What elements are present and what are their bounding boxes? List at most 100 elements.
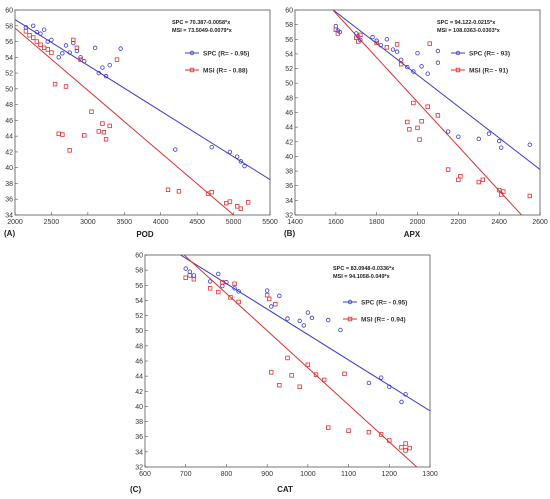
y-tick-label: 38 xyxy=(135,419,143,426)
data-point-circle xyxy=(31,23,36,28)
data-point-circle xyxy=(41,27,47,32)
data-point-square xyxy=(445,167,451,172)
data-point-square xyxy=(342,371,347,377)
data-point-square xyxy=(27,33,32,38)
data-point-circle xyxy=(235,154,240,159)
plot-frame xyxy=(14,9,271,216)
data-point-circle xyxy=(527,142,532,147)
data-point-square xyxy=(458,173,463,179)
data-point-square xyxy=(209,189,214,195)
data-point-circle xyxy=(384,37,390,42)
x-tick-label: 1400 xyxy=(287,219,303,226)
y-tick-label: 42 xyxy=(285,139,293,146)
y-tick-label: 46 xyxy=(5,118,13,125)
data-point-circle xyxy=(242,163,247,169)
data-point-square xyxy=(78,57,83,62)
data-point-circle xyxy=(269,304,274,309)
data-point-circle xyxy=(264,288,270,293)
data-point-circle xyxy=(209,144,214,150)
y-tick-label: 60 xyxy=(285,8,293,15)
x-tick-label: 4500 xyxy=(189,219,205,226)
y-tick-label: 56 xyxy=(135,283,143,290)
x-tick-label: 600 xyxy=(139,471,151,478)
data-point-circle xyxy=(419,64,424,69)
data-point-circle xyxy=(354,31,359,36)
data-point-circle xyxy=(486,131,492,136)
data-point-square xyxy=(289,373,294,378)
data-point-square xyxy=(496,187,502,193)
data-point-square xyxy=(476,179,481,185)
data-point-circle xyxy=(435,60,441,65)
data-point-square xyxy=(335,31,341,36)
y-tick-label: 48 xyxy=(285,95,293,102)
data-point-square xyxy=(238,206,244,211)
data-point-square xyxy=(407,445,412,451)
legend-entry: MSI (R= - 0.88) xyxy=(185,68,248,75)
data-point-circle xyxy=(398,57,404,62)
y-tick-label: 50 xyxy=(135,328,143,335)
x-tick-label: 700 xyxy=(180,471,192,478)
legend-label: SPC (R= - 0.95) xyxy=(203,51,249,58)
y-tick-label: 48 xyxy=(5,102,13,109)
data-point-square xyxy=(34,39,40,44)
legend-entry: SPC (R= - 0.95) xyxy=(185,51,249,58)
y-tick-label: 58 xyxy=(5,23,13,30)
x-tick-label: 4000 xyxy=(153,219,169,226)
fit-line-square xyxy=(15,27,235,215)
legend-marker-circle xyxy=(189,50,195,56)
data-point-circle xyxy=(326,317,331,323)
plot-frame xyxy=(294,9,541,216)
data-point-circle xyxy=(63,43,69,48)
panel-c: 32 34 36 38 40 42 44 46 48 50 52 54 56 58 60 600 700 800 9… xyxy=(130,253,438,495)
data-point-square xyxy=(45,47,50,52)
data-point-square xyxy=(501,189,506,194)
data-point-circle xyxy=(103,74,109,79)
data-point-circle xyxy=(476,136,481,142)
data-point-circle xyxy=(207,279,213,284)
data-point-circle xyxy=(100,65,105,70)
data-point-square xyxy=(326,425,331,430)
data-point-square xyxy=(103,137,109,142)
y-tick-label: 56 xyxy=(5,39,13,46)
y-tick-label: 42 xyxy=(5,149,13,156)
data-point-square xyxy=(96,129,101,134)
data-point-square xyxy=(435,113,441,118)
data-point-square xyxy=(207,286,213,291)
data-point-square xyxy=(216,289,221,295)
data-point-circle xyxy=(224,280,229,285)
data-point-square xyxy=(31,35,36,40)
data-point-square xyxy=(273,302,278,307)
data-point-square xyxy=(425,104,430,109)
panel-label: (A) xyxy=(4,229,15,238)
data-point-square xyxy=(100,121,105,126)
fit-line-square xyxy=(183,255,418,467)
data-point-square xyxy=(183,275,188,280)
x-tick-label: 2400 xyxy=(491,219,507,226)
data-point-circle xyxy=(118,46,123,51)
legend-label: MSI (R= - 0.94) xyxy=(361,317,406,324)
data-point-circle xyxy=(74,48,80,54)
data-point-circle xyxy=(496,138,502,144)
y-tick-label: 44 xyxy=(285,125,293,132)
x-tick-label: 900 xyxy=(261,471,273,478)
data-point-circle xyxy=(370,34,375,40)
data-point-square xyxy=(63,84,69,89)
y-tick-label: 40 xyxy=(135,404,143,411)
data-point-square xyxy=(187,273,192,278)
x-tick-label: 1600 xyxy=(328,219,344,226)
fit-line-circle xyxy=(15,19,270,181)
legend-marker-square xyxy=(189,67,195,73)
y-tick-label: 60 xyxy=(5,8,13,15)
data-point-square xyxy=(399,445,404,450)
x-tick-label: 2000 xyxy=(410,219,426,226)
data-point-square xyxy=(384,45,390,50)
data-point-square xyxy=(394,42,400,47)
data-point-square xyxy=(176,189,182,194)
y-tick-label: 58 xyxy=(135,268,143,275)
data-point-square xyxy=(403,441,408,446)
regression-equation: SPC = 70.387-0.0058*x xyxy=(172,20,231,26)
data-point-square xyxy=(297,384,302,389)
x-tick-label: 5500 xyxy=(262,219,278,226)
data-point-circle xyxy=(338,327,343,333)
x-tick-label: 1800 xyxy=(369,219,385,226)
